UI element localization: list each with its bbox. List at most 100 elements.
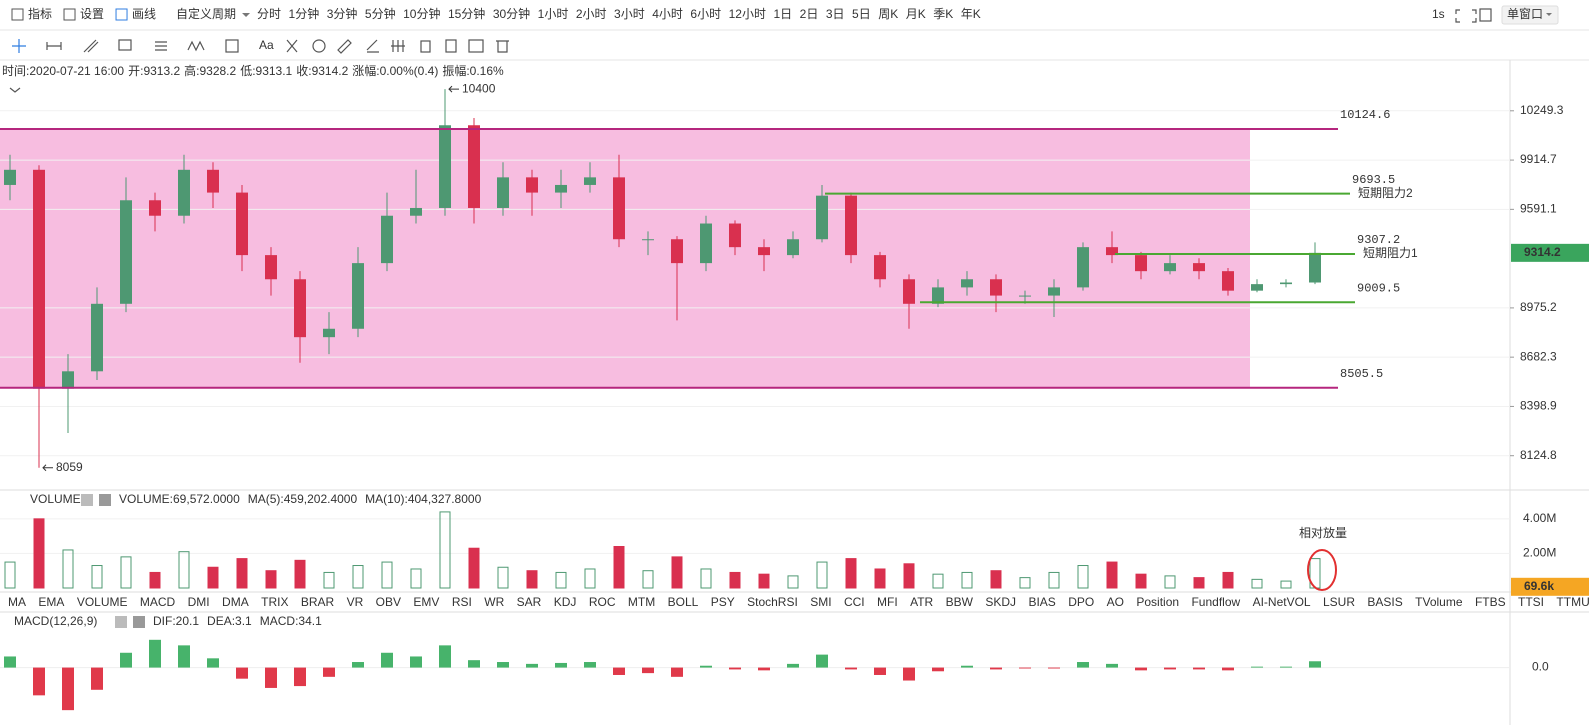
period-button[interactable]: 3分钟 (327, 6, 358, 21)
indicator-tab[interactable]: BBW (946, 595, 974, 609)
period-button[interactable]: 4小时 (652, 7, 683, 21)
rect-icon[interactable] (118, 39, 132, 51)
text-tool[interactable]: Aa (259, 38, 274, 52)
window-select[interactable] (1501, 5, 1559, 25)
volume-bar (932, 573, 944, 589)
indicator-tab[interactable]: TTMU (1556, 595, 1589, 609)
indicator-tab[interactable]: RSI (452, 595, 472, 609)
fullscreen-icon[interactable] (1455, 9, 1477, 23)
close-icon[interactable] (133, 616, 145, 628)
indicator-tab[interactable]: ROC (589, 595, 616, 609)
hline-icon[interactable] (46, 42, 62, 50)
tool-icon[interactable] (468, 39, 484, 53)
indicator-tab[interactable]: DMA (222, 595, 249, 609)
custom-period[interactable]: 自定义周期 (176, 6, 236, 21)
period-button[interactable]: 年K (961, 7, 981, 21)
dropdown-arrow[interactable] (1546, 13, 1552, 16)
indicator-tab[interactable]: SAR (517, 595, 542, 609)
tool-icon[interactable] (391, 40, 405, 52)
period-button[interactable]: 12小时 (729, 7, 766, 21)
fib-icon[interactable] (155, 41, 167, 51)
indicator-tab[interactable]: AI-NetVOL (1253, 595, 1311, 609)
indicator-tab[interactable]: SKDJ (985, 595, 1016, 609)
window-label[interactable]: 单窗口 (1507, 7, 1543, 21)
drawing-toolbar[interactable] (12, 39, 509, 54)
tool-icon[interactable] (312, 39, 326, 53)
window-icon[interactable] (1479, 8, 1492, 22)
tool-icon[interactable] (420, 40, 431, 53)
indicator-tab[interactable]: MA (8, 595, 26, 609)
period-button[interactable]: 2小时 (576, 7, 607, 21)
indicator-tab[interactable]: DPO (1068, 595, 1094, 609)
measure-icon[interactable] (225, 39, 239, 53)
period-button[interactable]: 分时 (257, 7, 281, 21)
indicator-tab[interactable]: CCI (844, 595, 865, 609)
trend-icon[interactable] (83, 39, 99, 53)
tool-button[interactable]: 设置 (80, 7, 104, 21)
tool-icon[interactable] (63, 8, 76, 21)
indicator-tab[interactable]: SMI (810, 595, 831, 609)
period-button[interactable]: 1小时 (538, 7, 569, 21)
indicator-tab[interactable]: StochRSI (747, 595, 798, 609)
indicator-tab[interactable]: VOLUME (77, 595, 128, 609)
period-button[interactable]: 3日 (826, 7, 845, 21)
tool-icon[interactable] (366, 39, 379, 53)
tool-icon[interactable] (11, 8, 24, 21)
indicator-tab[interactable]: KDJ (554, 595, 577, 609)
period-button[interactable]: 6小时 (690, 7, 721, 21)
indicator-tab[interactable]: MFI (877, 595, 898, 609)
dropdown-arrow[interactable] (242, 13, 251, 17)
period-button[interactable]: 2日 (800, 7, 819, 21)
tool-icon[interactable] (115, 8, 128, 21)
indicator-tab[interactable]: BRAR (301, 595, 335, 609)
collapse-icon[interactable] (9, 87, 21, 93)
period-button[interactable]: 30分钟 (493, 6, 530, 21)
indicator-tab[interactable]: PSY (711, 595, 735, 609)
period-button[interactable]: 季K (933, 7, 953, 21)
tool-icon[interactable] (445, 39, 457, 53)
tool-icon[interactable] (337, 39, 352, 54)
indicator-tab[interactable]: FTBS (1475, 595, 1506, 609)
indicator-tab[interactable]: BASIS (1367, 595, 1402, 609)
indicator-tab[interactable]: TRIX (261, 595, 288, 609)
delete-icon[interactable] (496, 40, 509, 53)
refresh-rate[interactable]: 1s (1432, 7, 1445, 21)
indicator-tab[interactable]: LSUR (1323, 595, 1355, 609)
indicator-tab[interactable]: MACD (140, 595, 176, 609)
tool-button[interactable]: 指标 (28, 6, 52, 21)
indicator-tab[interactable]: ATR (910, 595, 933, 609)
indicator-tab[interactable]: TTSI (1518, 595, 1544, 609)
indicator-tab[interactable]: OBV (376, 595, 401, 609)
tool-button[interactable]: 画线 (132, 7, 156, 21)
indicator-tab[interactable]: Fundflow (1191, 595, 1240, 609)
indicator-tab[interactable]: AO (1107, 595, 1124, 609)
close-icon[interactable] (99, 494, 111, 506)
indicator-tab[interactable]: BIAS (1028, 595, 1055, 609)
indicator-tab[interactable]: Position (1136, 595, 1179, 609)
period-button[interactable]: 15分钟 (448, 6, 485, 21)
volume-bar (207, 566, 219, 589)
period-button[interactable]: 3小时 (614, 7, 645, 21)
indicator-tab[interactable]: WR (484, 595, 504, 609)
volume-bar (497, 566, 509, 589)
period-button[interactable]: 1分钟 (289, 6, 320, 21)
period-button[interactable]: 周K (878, 7, 898, 21)
tool-icon[interactable] (286, 39, 298, 53)
crosshair-icon[interactable] (12, 39, 26, 53)
indicator-tab[interactable]: MTM (628, 595, 655, 609)
period-button[interactable]: 10分钟 (403, 6, 440, 21)
period-button[interactable]: 5分钟 (365, 6, 396, 21)
period-button[interactable]: 5日 (852, 7, 871, 21)
macd-readout: DEA:3.1 (207, 614, 252, 628)
wave-icon[interactable] (187, 40, 205, 52)
settings-icon[interactable] (115, 616, 127, 628)
indicator-tab[interactable]: BOLL (668, 595, 699, 609)
settings-icon[interactable] (81, 494, 93, 506)
indicator-tab[interactable]: TVolume (1415, 595, 1463, 609)
indicator-tab[interactable]: EMV (413, 595, 439, 609)
period-button[interactable]: 1日 (773, 7, 792, 21)
indicator-tab[interactable]: VR (347, 595, 364, 609)
indicator-tab[interactable]: EMA (38, 595, 64, 609)
period-button[interactable]: 月K (906, 7, 926, 21)
indicator-tab[interactable]: DMI (188, 595, 210, 609)
